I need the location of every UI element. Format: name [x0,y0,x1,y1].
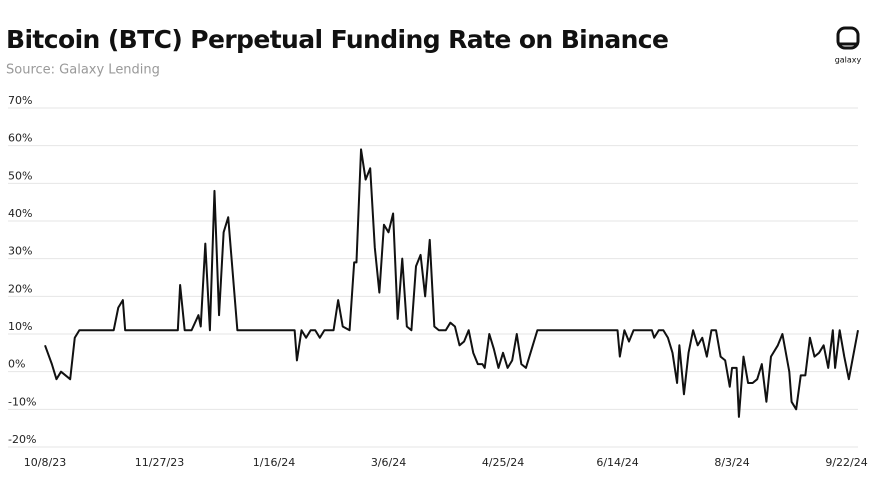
chart-title: Bitcoin (BTC) Perpetual Funding Rate on … [6,25,668,54]
chart-subtitle: Source: Galaxy Lending [6,63,160,78]
x-tick-label: 8/3/24 [714,456,749,469]
y-tick-label: 50% [8,169,32,182]
y-tick-label: 60% [8,132,32,145]
x-tick-label: 4/25/24 [482,456,524,469]
data-line [44,148,859,418]
x-tick-label: 3/6/24 [371,456,406,469]
x-tick-label: 6/14/24 [596,456,638,469]
logo-text: galaxy [835,56,862,65]
y-tick-label: 10% [8,320,32,333]
y-tick-label: 0% [8,358,25,371]
y-tick-label: 30% [8,245,32,258]
x-tick-label: 1/16/24 [253,456,295,469]
y-tick-label: -10% [8,395,36,408]
y-tick-label: 40% [8,207,32,220]
x-tick-label: 10/8/23 [24,456,66,469]
y-tick-label: 70% [8,94,32,107]
x-tick-label: 11/27/23 [135,456,184,469]
logo: galaxy [835,26,862,65]
logo-icon [836,26,860,50]
y-tick-label: -20% [8,433,36,446]
x-tick-label: 9/22/24 [825,456,867,469]
y-tick-label: 20% [8,282,32,295]
